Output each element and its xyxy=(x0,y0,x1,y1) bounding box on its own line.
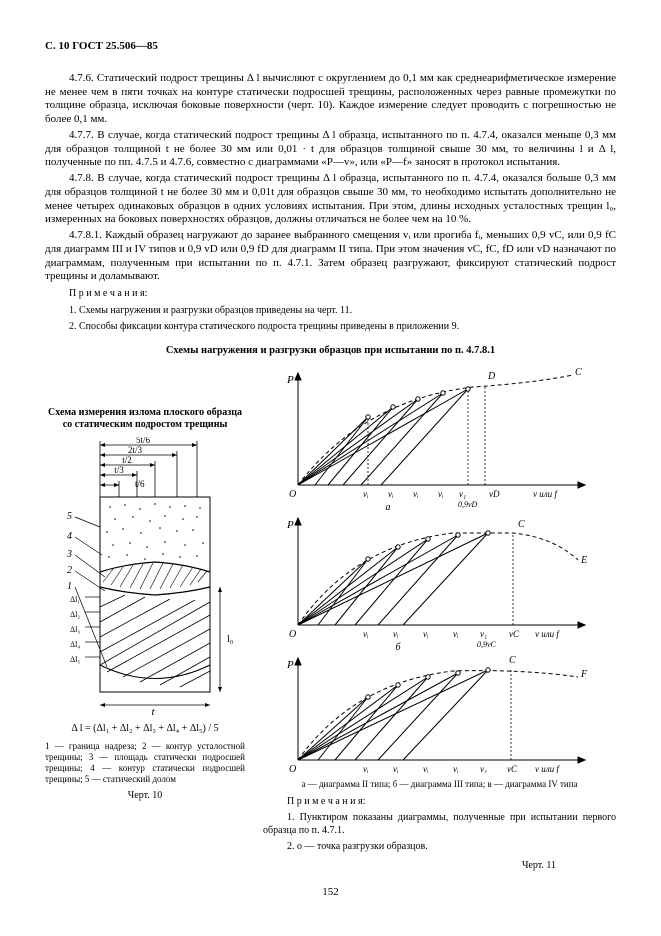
svg-text:Δl₃: Δl₃ xyxy=(70,625,80,634)
fig11-notes-label: П р и м е ч а н и я: xyxy=(263,796,616,809)
svg-text:P: P xyxy=(286,374,294,386)
svg-text:vᵢ: vᵢ xyxy=(453,629,459,639)
svg-text:3: 3 xyxy=(66,549,72,560)
note-1: 1. Схемы нагружения и разгрузки образцов… xyxy=(45,305,616,318)
svg-text:vᵢ: vᵢ xyxy=(413,489,419,499)
fig10-formula: Δ l = (Δl₁ + Δl₂ + Δl₃ + Δl₄ + Δl₅) / 5 xyxy=(45,723,245,736)
svg-text:l₀: l₀ xyxy=(227,634,234,645)
svg-text:Δl₄: Δl₄ xyxy=(70,640,80,649)
svg-text:O: O xyxy=(289,489,296,500)
page-header: С. 10 ГОСТ 25.506—85 xyxy=(45,40,616,54)
svg-text:v или f: v или f xyxy=(535,764,560,773)
svg-text:vᵢ: vᵢ xyxy=(423,764,429,773)
svg-text:Δl₂: Δl₂ xyxy=(70,610,80,619)
fig11-note1: 1. Пунктиром показаны диаграммы, получен… xyxy=(263,812,616,837)
svg-text:F: F xyxy=(580,669,588,680)
fig10-title: Схема измерения излома плоского образца … xyxy=(45,407,245,431)
svg-text:v₁: v₁ xyxy=(480,764,487,773)
svg-text:а: а xyxy=(386,502,391,513)
notes-label: П р и м е ч а н и я: xyxy=(45,288,616,301)
svg-text:vD: vD xyxy=(489,489,500,499)
fig11-note2: 2. о — точка разгрузки образцов. xyxy=(263,841,616,854)
fig11-svg: P O C D xyxy=(263,365,603,773)
svg-text:0,9vD: 0,9vD xyxy=(458,500,478,509)
svg-text:P: P xyxy=(286,519,294,531)
svg-text:vᵢ: vᵢ xyxy=(363,629,369,639)
svg-text:C: C xyxy=(509,655,516,666)
svg-text:vᵢ: vᵢ xyxy=(388,489,394,499)
svg-text:E: E xyxy=(580,555,587,566)
svg-text:v₁: v₁ xyxy=(459,489,466,499)
svg-text:vᵢ: vᵢ xyxy=(438,489,444,499)
svg-text:P: P xyxy=(286,659,294,671)
svg-text:D: D xyxy=(487,371,496,382)
para-478: 4.7.8. В случае, когда статический подро… xyxy=(45,172,616,227)
svg-text:v или f: v или f xyxy=(535,629,560,639)
svg-text:vᵢ: vᵢ xyxy=(393,629,399,639)
note-2: 2. Способы фиксации контура статического… xyxy=(45,321,616,334)
fig11-sublegend: а — диаграмма II типа; б — диаграмма III… xyxy=(263,779,616,790)
svg-text:5t/6: 5t/6 xyxy=(136,437,151,445)
para-477: 4.7.7. В случае, когда статический подро… xyxy=(45,129,616,170)
svg-text:t/2: t/2 xyxy=(122,455,132,465)
svg-text:2t/3: 2t/3 xyxy=(128,445,143,455)
svg-text:vᵢ: vᵢ xyxy=(453,764,459,773)
svg-text:Δl₅: Δl₅ xyxy=(70,655,80,664)
svg-text:0,9vC: 0,9vC xyxy=(477,640,497,649)
fig11-column: P O C D xyxy=(263,365,616,873)
fig10-column: Схема измерения излома плоского образца … xyxy=(45,365,245,873)
figures-row: Схема измерения излома плоского образца … xyxy=(45,365,616,873)
svg-text:t: t xyxy=(151,706,155,717)
svg-text:vᵢ: vᵢ xyxy=(423,629,429,639)
svg-text:4: 4 xyxy=(67,531,72,542)
fig10-number: Черт. 10 xyxy=(45,790,245,803)
svg-text:vC: vC xyxy=(507,764,518,773)
svg-text:v₁: v₁ xyxy=(480,629,487,639)
svg-text:t/6: t/6 xyxy=(135,479,145,489)
svg-text:O: O xyxy=(289,764,296,773)
svg-text:vᵢ: vᵢ xyxy=(393,764,399,773)
svg-text:t/3: t/3 xyxy=(114,465,124,475)
svg-text:б: б xyxy=(395,642,401,653)
svg-text:1: 1 xyxy=(67,581,72,592)
svg-text:O: O xyxy=(289,629,296,640)
svg-text:v или f: v или f xyxy=(533,489,558,499)
fig10-svg: 5t/6 2t/3 t/2 t/3 t/6 xyxy=(45,437,245,717)
svg-text:vᵢ: vᵢ xyxy=(363,764,369,773)
page-number: 152 xyxy=(45,886,616,900)
svg-text:C: C xyxy=(518,519,525,530)
para-4781: 4.7.8.1. Каждый образец нагружают до зар… xyxy=(45,229,616,284)
svg-text:5: 5 xyxy=(67,511,72,522)
svg-text:C: C xyxy=(575,367,582,378)
svg-text:2: 2 xyxy=(67,565,72,576)
svg-text:vᵢ: vᵢ xyxy=(363,489,369,499)
fig11-title: Схемы нагружения и разгрузки образцов пр… xyxy=(45,344,616,357)
para-476: 4.7.6. Статический подрост трещины Δ l в… xyxy=(45,72,616,127)
fig11-number: Черт. 11 xyxy=(263,860,616,873)
fig10-legend: 1 — граница надреза; 2 — контур усталост… xyxy=(45,741,245,784)
svg-text:vC: vC xyxy=(509,629,520,639)
